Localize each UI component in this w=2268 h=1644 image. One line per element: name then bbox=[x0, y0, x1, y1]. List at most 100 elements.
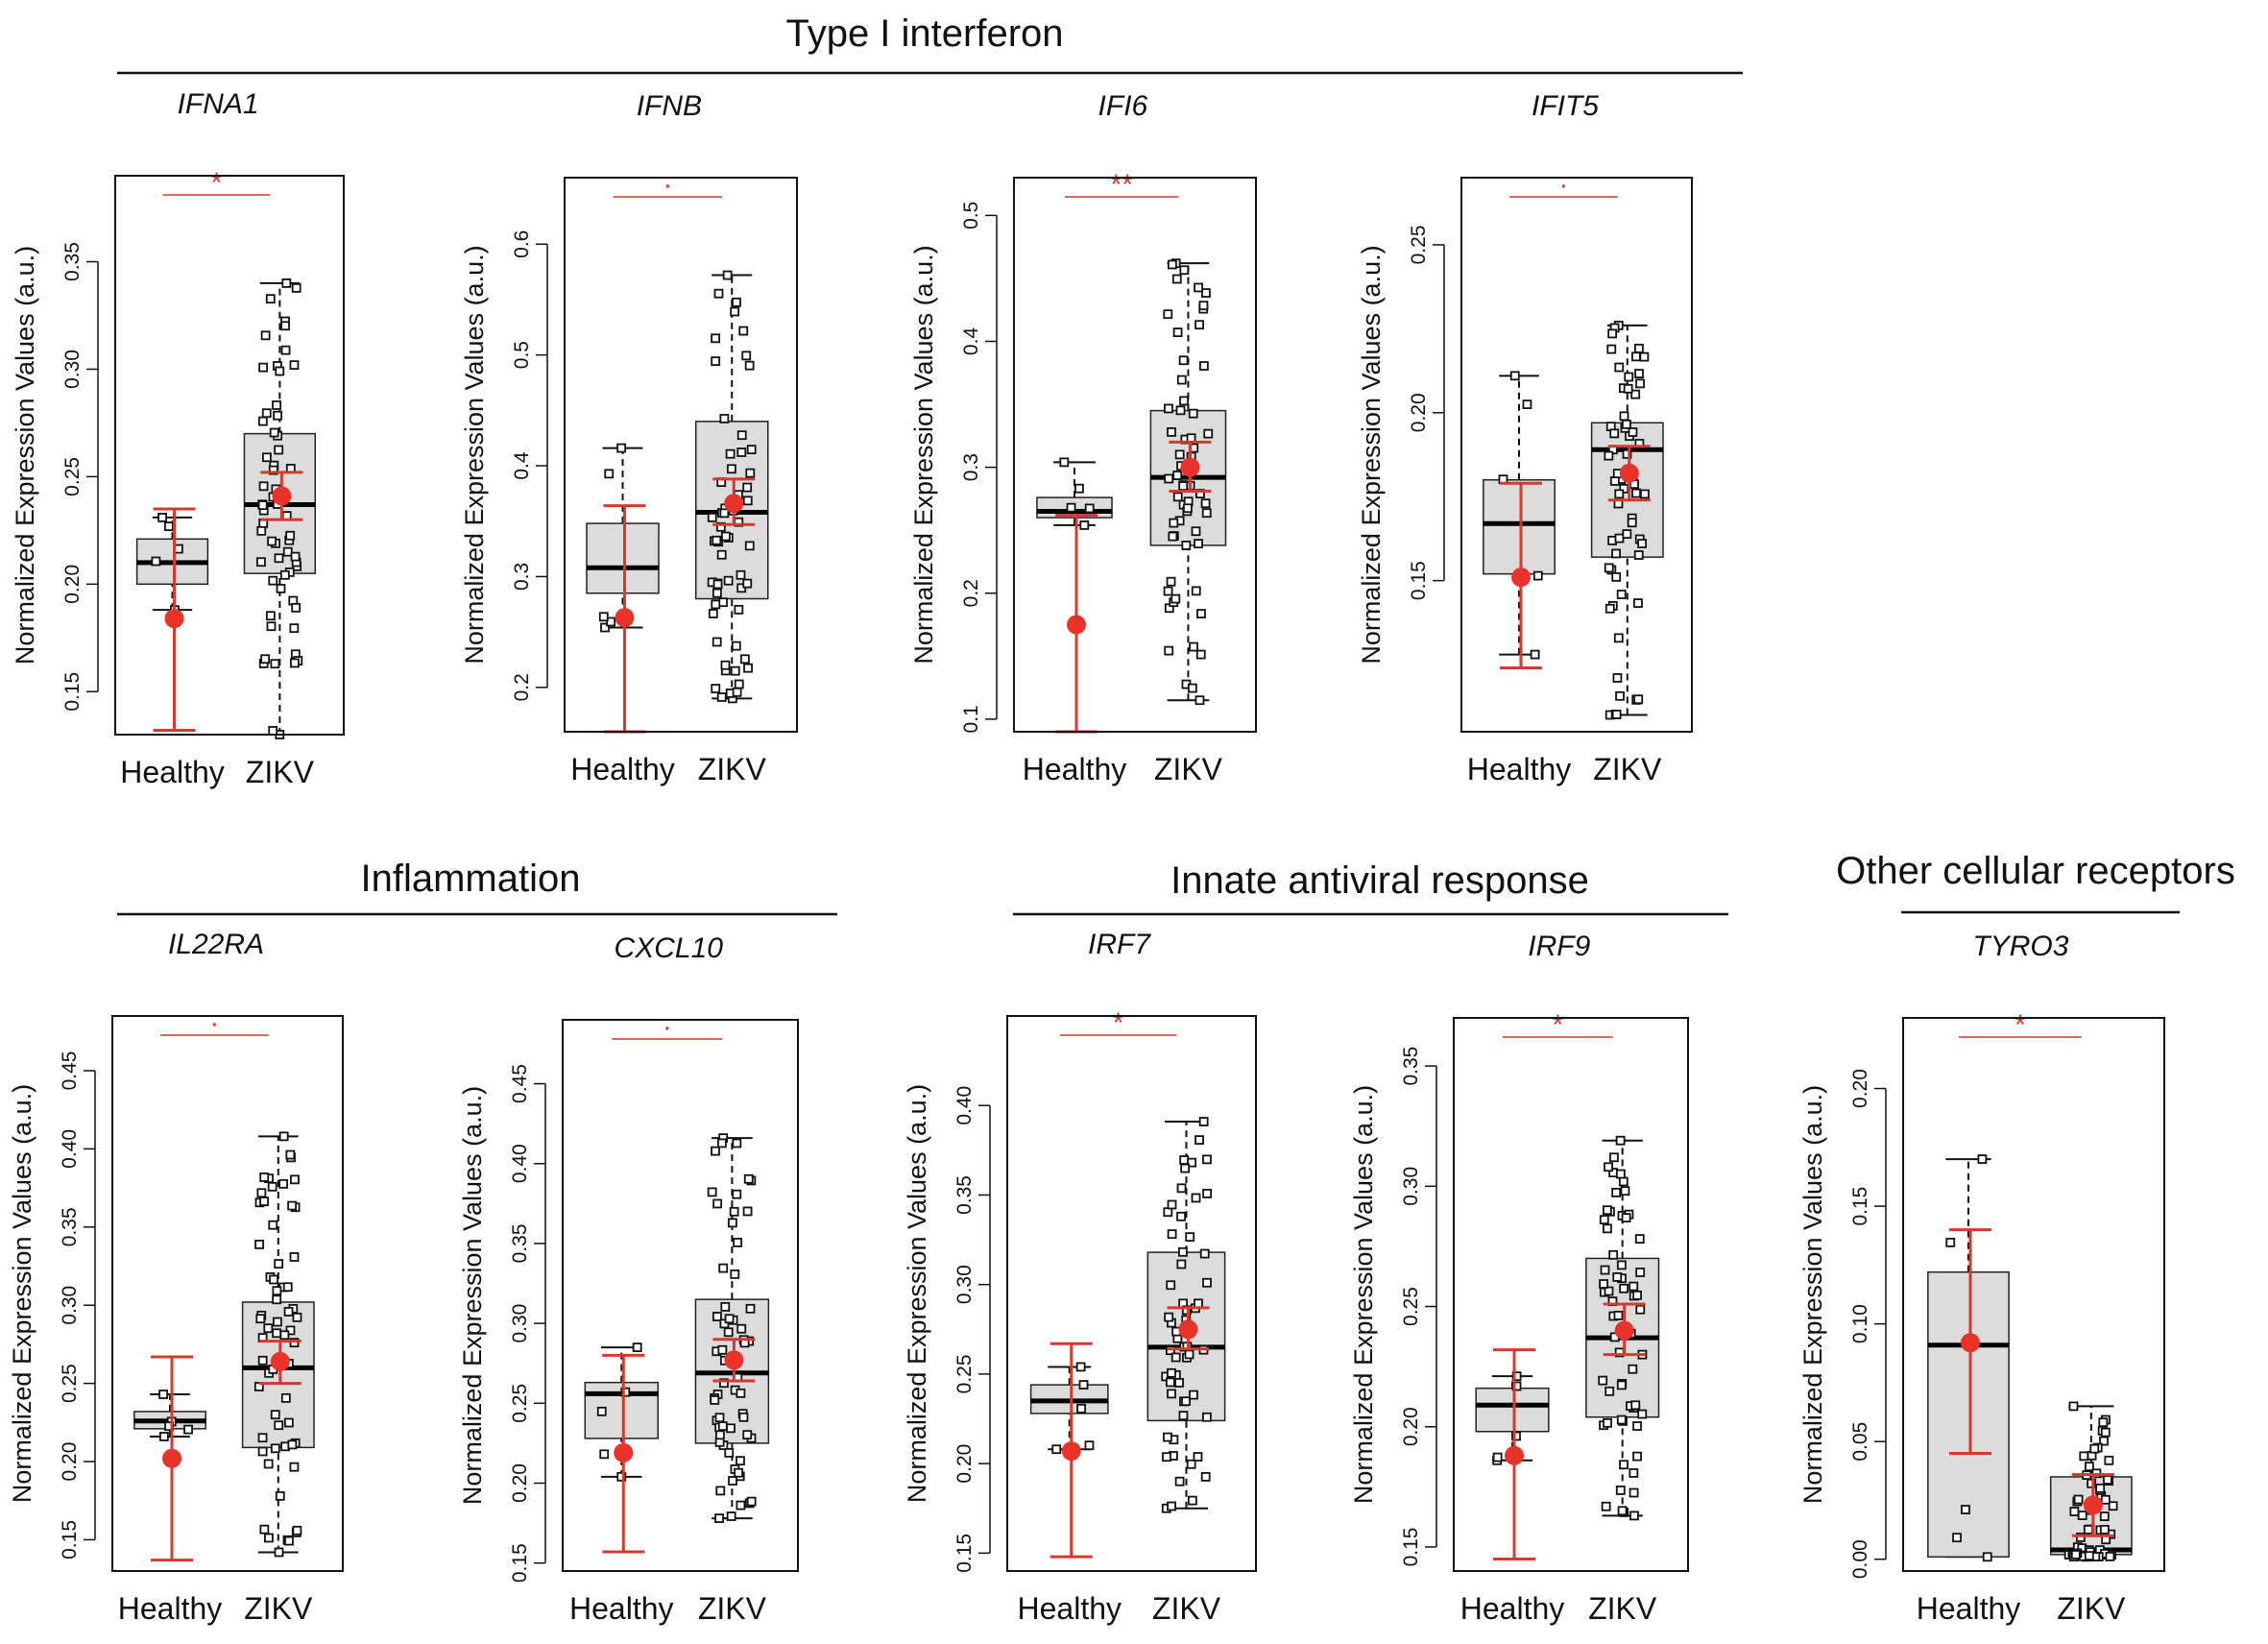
x-category-label-zikv: ZIKV bbox=[1593, 752, 1662, 786]
data-point-zikv bbox=[2068, 1401, 2079, 1412]
data-point-zikv bbox=[1614, 362, 1625, 373]
data-point-zikv bbox=[712, 535, 722, 545]
data-point-zikv bbox=[2084, 1551, 2094, 1561]
data-point-zikv bbox=[1614, 533, 1625, 544]
data-point-zikv bbox=[1609, 1152, 1619, 1163]
data-point-zikv bbox=[1609, 428, 1620, 439]
x-category-label-healthy: Healthy bbox=[1467, 752, 1572, 786]
y-tick-label: 0.20 bbox=[1849, 1069, 1871, 1108]
y-tick-label: 0.25 bbox=[1408, 226, 1430, 265]
data-point-zikv bbox=[710, 1395, 720, 1405]
mean-dot-zikv bbox=[724, 494, 744, 514]
data-point-zikv bbox=[1612, 673, 1623, 683]
data-point-zikv bbox=[744, 541, 755, 551]
x-category-label-zikv: ZIKV bbox=[1588, 1591, 1657, 1626]
data-point-zikv bbox=[1202, 1154, 1212, 1165]
data-point-zikv bbox=[1176, 1259, 1187, 1269]
data-point-zikv bbox=[1613, 1311, 1624, 1320]
data-point-zikv bbox=[1631, 488, 1641, 498]
data-point-zikv bbox=[268, 465, 278, 475]
data-point-zikv bbox=[736, 430, 747, 441]
data-point-zikv bbox=[1615, 1485, 1626, 1495]
data-point-zikv bbox=[1611, 548, 1621, 559]
data-point-zikv bbox=[266, 621, 277, 632]
data-point-zikv bbox=[267, 536, 277, 546]
data-point-zikv bbox=[255, 1314, 266, 1324]
data-point-zikv bbox=[1635, 1304, 1646, 1315]
data-point-zikv bbox=[1186, 1459, 1196, 1469]
y-axis-label: Normalized Expression Values (a.u.) bbox=[903, 1084, 931, 1503]
y-tick-label: 0.30 bbox=[59, 1286, 81, 1325]
data-point-zikv bbox=[280, 321, 290, 331]
data-point-zikv bbox=[1630, 389, 1641, 399]
data-point-zikv bbox=[2108, 1501, 2118, 1511]
data-point-zikv bbox=[724, 1447, 735, 1458]
mean-dot-healthy bbox=[614, 1442, 634, 1463]
data-point-zikv bbox=[1163, 309, 1173, 320]
data-point-zikv bbox=[707, 512, 717, 522]
data-point-zikv bbox=[2100, 1494, 2111, 1505]
data-point-zikv bbox=[282, 1282, 293, 1293]
significance-label: * bbox=[1113, 1007, 1124, 1039]
data-point-zikv bbox=[275, 366, 285, 376]
data-point-zikv bbox=[2075, 1532, 2086, 1542]
y-tick-label: 0.20 bbox=[61, 565, 84, 604]
data-point-zikv bbox=[741, 351, 752, 361]
y-tick-label: 0.45 bbox=[509, 1064, 531, 1103]
data-point-zikv bbox=[285, 1149, 296, 1160]
data-point-zikv bbox=[1172, 471, 1183, 480]
x-category-label-zikv: ZIKV bbox=[244, 1591, 313, 1626]
data-point-zikv bbox=[2100, 1524, 2110, 1535]
data-point-zikv bbox=[1198, 361, 1209, 371]
data-point-zikv bbox=[2073, 1494, 2084, 1505]
data-point-zikv bbox=[1624, 372, 1634, 382]
data-point-healthy bbox=[1079, 520, 1090, 530]
panel-ifit5: IFIT5 Normalized Expression Values (a.u.)… bbox=[1357, 90, 1693, 786]
data-point-zikv bbox=[744, 360, 755, 371]
data-point-zikv bbox=[1615, 690, 1625, 701]
data-point-zikv bbox=[1194, 539, 1203, 549]
data-point-zikv bbox=[289, 1462, 300, 1472]
y-tick-label: 0.25 bbox=[59, 1364, 81, 1403]
x-category-label-healthy: Healthy bbox=[1917, 1591, 2021, 1626]
data-point-zikv bbox=[711, 333, 721, 344]
data-point-zikv bbox=[1634, 369, 1644, 378]
data-point-zikv bbox=[269, 427, 279, 438]
data-point-zikv bbox=[1609, 476, 1620, 486]
data-point-zikv bbox=[1179, 396, 1189, 406]
data-point-zikv bbox=[1191, 526, 1201, 537]
data-point-zikv bbox=[738, 326, 749, 336]
mean-dot-healthy bbox=[162, 1448, 181, 1468]
data-point-zikv bbox=[1619, 411, 1629, 422]
y-tick-label: 0.3 bbox=[511, 563, 533, 591]
data-point-zikv bbox=[274, 445, 284, 455]
data-point-zikv bbox=[279, 569, 290, 580]
mean-dot-healthy bbox=[1511, 568, 1531, 588]
data-point-zikv bbox=[732, 1138, 742, 1148]
data-point-zikv bbox=[2079, 1451, 2089, 1462]
data-point-zikv bbox=[723, 575, 734, 586]
data-point-zikv bbox=[1637, 1409, 1648, 1419]
y-tick-label: 0.2 bbox=[511, 673, 533, 701]
data-point-healthy bbox=[158, 1432, 169, 1441]
data-point-zikv bbox=[282, 546, 293, 557]
data-point-zikv bbox=[2098, 1417, 2109, 1428]
y-tick-label: 0.35 bbox=[61, 242, 84, 281]
data-point-zikv bbox=[275, 1490, 285, 1501]
data-point-zikv bbox=[283, 1417, 294, 1428]
data-point-healthy bbox=[1511, 1431, 1521, 1441]
significance-label: · bbox=[1558, 169, 1568, 201]
data-point-zikv bbox=[274, 1420, 284, 1431]
data-point-zikv bbox=[727, 1218, 737, 1228]
data-point-zikv bbox=[1629, 1281, 1639, 1292]
data-point-zikv bbox=[1601, 1501, 1611, 1511]
data-point-zikv bbox=[273, 410, 282, 421]
data-point-zikv bbox=[256, 557, 266, 568]
data-point-zikv bbox=[261, 408, 272, 419]
data-point-healthy bbox=[1961, 1505, 1970, 1514]
data-point-zikv bbox=[1611, 1187, 1622, 1197]
data-point-zikv bbox=[1167, 1389, 1176, 1399]
data-point-zikv bbox=[259, 1524, 270, 1535]
data-point-zikv bbox=[1178, 355, 1189, 366]
data-point-zikv bbox=[268, 1220, 278, 1230]
